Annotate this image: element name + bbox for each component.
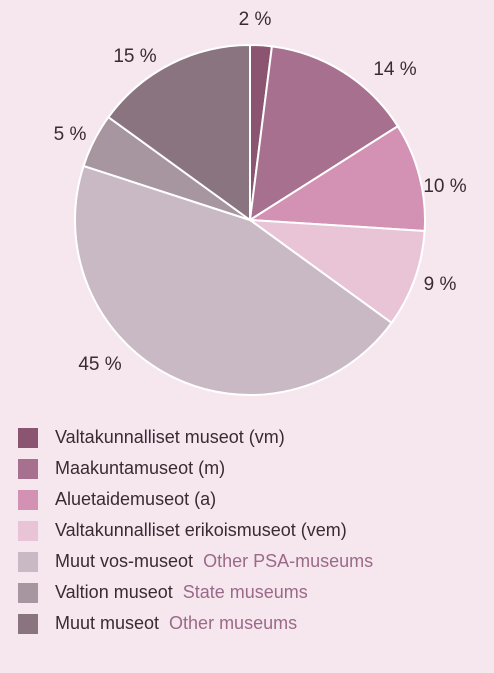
- legend-swatch: [18, 552, 38, 572]
- pie-slice: [74, 164, 393, 396]
- slice-label: 2 %: [239, 9, 272, 30]
- legend-translation: Other museums: [169, 613, 297, 633]
- slice-label: 10 %: [423, 176, 466, 197]
- legend-swatch: [18, 428, 38, 448]
- legend-name: Muut museot: [55, 613, 159, 633]
- legend-name: Valtakunnalliset museot (vm): [55, 427, 285, 447]
- slice-label: 14 %: [373, 59, 416, 80]
- legend-translation: State museums: [183, 582, 308, 602]
- legend-translation: Other PSA-museums: [203, 551, 373, 571]
- legend-name: Valtakunnalliset erikoismuseot (vem): [55, 520, 347, 540]
- legend-label: Muut vos-museot Other PSA-museums: [55, 551, 373, 571]
- legend-label: Maakuntamuseot (m): [55, 458, 225, 478]
- legend-swatch: [18, 521, 38, 541]
- legend-name: Aluetaidemuseot (a): [55, 489, 216, 509]
- pie-slice: [246, 218, 426, 325]
- slice-label: 5 %: [54, 124, 87, 145]
- pie-slice: [107, 43, 251, 222]
- pie-slice: [246, 124, 426, 233]
- pie-slice: [248, 45, 400, 222]
- legend-label: Valtion museot State museums: [55, 582, 308, 602]
- legend-name: Valtion museot: [55, 582, 173, 602]
- legend-swatch: [18, 614, 38, 634]
- legend-name: Maakuntamuseot (m): [55, 458, 225, 478]
- legend-label: Valtakunnalliset museot (vm): [55, 427, 285, 447]
- legend-name: Muut vos-museot: [55, 551, 193, 571]
- legend-label: Muut museot Other museums: [55, 613, 297, 633]
- slice-label: 9 %: [424, 274, 457, 295]
- legend-swatch: [18, 583, 38, 603]
- slice-label: 45 %: [78, 354, 121, 375]
- legend-swatch: [18, 490, 38, 510]
- slice-label: 15 %: [113, 46, 156, 67]
- legend-label: Aluetaidemuseot (a): [55, 489, 216, 509]
- legend-label: Valtakunnalliset erikoismuseot (vem): [55, 520, 347, 540]
- legend-swatch: [18, 459, 38, 479]
